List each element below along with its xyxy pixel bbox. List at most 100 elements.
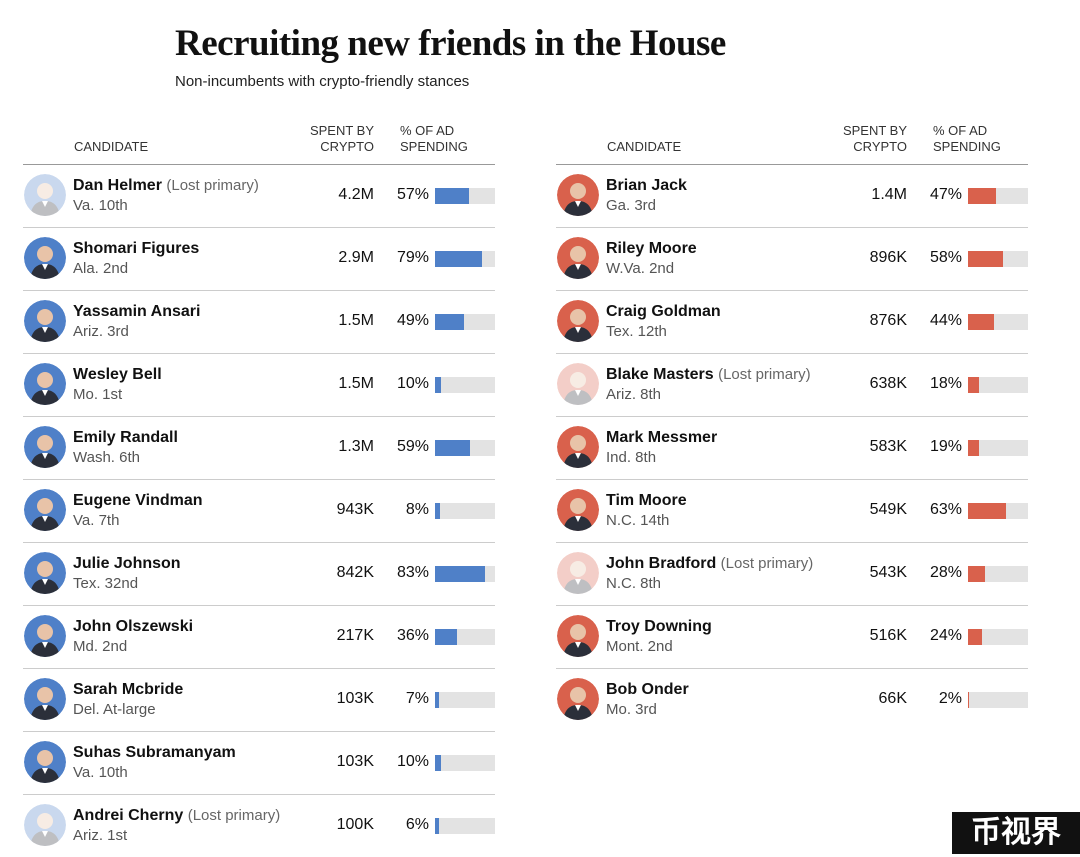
pct-bar-fill bbox=[968, 440, 980, 456]
candidate-photo-avatar bbox=[24, 552, 66, 594]
pct-bar-track bbox=[435, 377, 495, 393]
candidate-name: Mark Messmer bbox=[606, 429, 717, 447]
pct-bar-track bbox=[968, 188, 1028, 204]
pct-bar-track bbox=[968, 692, 1028, 708]
header-spent-line1: SPENT BY bbox=[842, 123, 907, 138]
table-row: Mark Messmer Ind. 8th 583K 19% bbox=[556, 417, 1028, 480]
candidate-name-text: Shomari Figures bbox=[73, 240, 200, 257]
candidate-name: Julie Johnson bbox=[73, 555, 181, 573]
candidate-district: N.C. 8th bbox=[606, 575, 662, 592]
pct-bar-track bbox=[435, 188, 495, 204]
candidate-district: Wash. 6th bbox=[73, 449, 140, 466]
pct-bar-fill bbox=[968, 503, 1006, 519]
spent-by-crypto-value: 516K bbox=[869, 627, 907, 644]
pct-of-ad-spending-label: 2% bbox=[938, 690, 962, 707]
candidate-photo-avatar bbox=[24, 363, 66, 405]
table-rows: Dan Helmer (Lost primary) Va. 10th 4.2M 57%… bbox=[23, 165, 495, 857]
candidate-photo-avatar bbox=[557, 615, 599, 657]
candidate-district: Ariz. 3rd bbox=[73, 323, 129, 340]
table-row: Shomari Figures Ala. 2nd 2.9M 79% bbox=[23, 228, 495, 291]
candidate-photo-avatar bbox=[557, 678, 599, 720]
table-row: Craig Goldman Tex. 12th 876K 44% bbox=[556, 291, 1028, 354]
republican-candidates-table: CANDIDATE SPENT BY CRYPTO % OF AD SPENDI… bbox=[556, 118, 1028, 731]
candidate-name-text: John Olszewski bbox=[73, 618, 194, 635]
pct-bar-fill bbox=[435, 440, 471, 456]
lost-primary-note: (Lost primary) bbox=[720, 555, 814, 572]
table-row: John Olszewski Md. 2nd 217K 36% bbox=[23, 606, 495, 669]
candidate-name: Riley Moore bbox=[606, 240, 697, 258]
spent-by-crypto-value: 842K bbox=[336, 564, 374, 581]
pct-of-ad-spending-label: 18% bbox=[929, 375, 962, 392]
lost-primary-note: (Lost primary) bbox=[187, 807, 281, 824]
spent-by-crypto-value: 103K bbox=[336, 753, 374, 770]
pct-bar-fill bbox=[435, 692, 440, 708]
pct-of-ad-spending-label: 44% bbox=[929, 312, 962, 329]
candidate-district: Ariz. 8th bbox=[606, 386, 662, 403]
candidate-name: Craig Goldman bbox=[606, 303, 721, 321]
pct-bar-track bbox=[968, 440, 1028, 456]
header-pct-of-ad-spending: % OF AD SPENDING bbox=[933, 123, 1001, 155]
pct-of-ad-spending-label: 63% bbox=[929, 501, 962, 518]
pct-bar-fill bbox=[435, 377, 441, 393]
candidate-name: Andrei Cherny (Lost primary) bbox=[73, 807, 280, 825]
candidate-name: Yassamin Ansari bbox=[73, 303, 200, 321]
candidate-district: Mo. 1st bbox=[73, 386, 123, 403]
candidate-name-text: Yassamin Ansari bbox=[73, 303, 201, 320]
candidate-photo-avatar bbox=[557, 489, 599, 531]
candidate-district: Ind. 8th bbox=[606, 449, 657, 466]
candidate-name: Wesley Bell bbox=[73, 366, 162, 384]
pct-bar-track bbox=[968, 251, 1028, 267]
candidate-district: Va. 10th bbox=[73, 197, 128, 214]
pct-bar-track bbox=[968, 377, 1028, 393]
candidate-district: N.C. 14th bbox=[606, 512, 670, 529]
candidate-name-text: Emily Randall bbox=[73, 429, 178, 446]
header-pct-of-ad-spending: % OF AD SPENDING bbox=[400, 123, 468, 155]
democrat-candidates-table: CANDIDATE SPENT BY CRYPTO % OF AD SPENDI… bbox=[23, 118, 495, 857]
spent-by-crypto-value: 2.9M bbox=[338, 249, 374, 266]
candidate-name-text: Julie Johnson bbox=[73, 555, 181, 572]
pct-of-ad-spending-label: 10% bbox=[396, 375, 429, 392]
candidate-photo-avatar bbox=[24, 615, 66, 657]
pct-bar-track bbox=[435, 251, 495, 267]
spent-by-crypto-value: 217K bbox=[336, 627, 374, 644]
pct-bar-track bbox=[968, 503, 1028, 519]
candidate-name: Sarah Mcbride bbox=[73, 681, 183, 699]
table-header: CANDIDATE SPENT BY CRYPTO % OF AD SPENDI… bbox=[556, 118, 1028, 165]
table-row: Dan Helmer (Lost primary) Va. 10th 4.2M 57% bbox=[23, 165, 495, 228]
table-row: Yassamin Ansari Ariz. 3rd 1.5M 49% bbox=[23, 291, 495, 354]
table-row: Tim Moore N.C. 14th 549K 63% bbox=[556, 480, 1028, 543]
pct-of-ad-spending-label: 19% bbox=[929, 438, 962, 455]
pct-bar-fill bbox=[435, 503, 440, 519]
candidate-district: Tex. 12th bbox=[606, 323, 667, 340]
candidate-photo-avatar bbox=[24, 489, 66, 531]
candidate-name: Brian Jack bbox=[606, 177, 687, 195]
table-row: John Bradford (Lost primary) N.C. 8th 543K… bbox=[556, 543, 1028, 606]
candidate-district: Ga. 3rd bbox=[606, 197, 657, 214]
pct-of-ad-spending-label: 58% bbox=[929, 249, 962, 266]
candidate-photo-avatar bbox=[557, 363, 599, 405]
pct-of-ad-spending-label: 57% bbox=[396, 186, 429, 203]
pct-bar-fill bbox=[968, 251, 1003, 267]
pct-of-ad-spending-label: 79% bbox=[396, 249, 429, 266]
candidate-name-text: Brian Jack bbox=[606, 177, 687, 194]
pct-bar-fill bbox=[435, 314, 465, 330]
candidate-name-text: Eugene Vindman bbox=[73, 492, 203, 509]
candidate-name-text: Craig Goldman bbox=[606, 303, 721, 320]
spent-by-crypto-value: 1.5M bbox=[338, 375, 374, 392]
pct-bar-fill bbox=[968, 314, 995, 330]
table-row: Wesley Bell Mo. 1st 1.5M 10% bbox=[23, 354, 495, 417]
spent-by-crypto-value: 1.3M bbox=[338, 438, 374, 455]
candidate-photo-avatar bbox=[24, 804, 66, 846]
candidate-photo-avatar bbox=[24, 426, 66, 468]
table-row: Bob Onder Mo. 3rd 66K 2% bbox=[556, 669, 1028, 731]
pct-bar-track bbox=[435, 566, 495, 582]
pct-bar-fill bbox=[435, 629, 457, 645]
pct-bar-fill bbox=[435, 818, 439, 834]
spent-by-crypto-value: 943K bbox=[336, 501, 374, 518]
candidate-name: Troy Downing bbox=[606, 618, 712, 636]
candidate-photo-avatar bbox=[557, 237, 599, 279]
table-row: Brian Jack Ga. 3rd 1.4M 47% bbox=[556, 165, 1028, 228]
watermark-logo: 币视界 bbox=[952, 812, 1080, 854]
pct-of-ad-spending-label: 83% bbox=[396, 564, 429, 581]
spent-by-crypto-value: 543K bbox=[869, 564, 907, 581]
